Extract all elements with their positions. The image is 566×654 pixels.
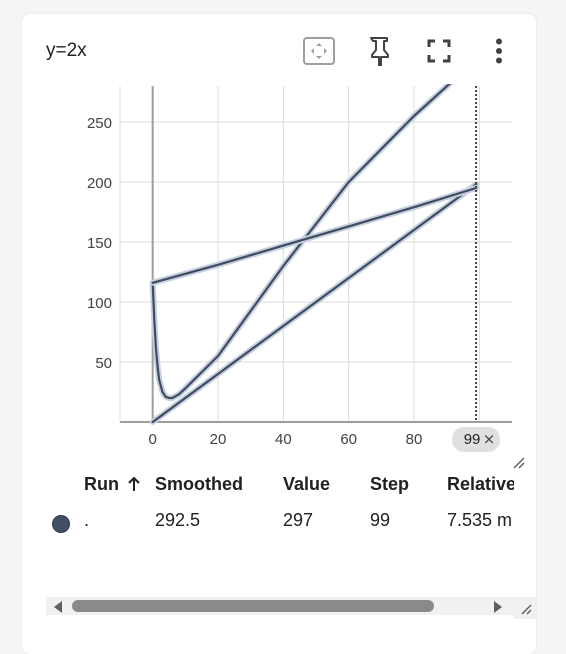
hover-step-chip — [452, 427, 501, 452]
y-tick-label: 150 — [87, 235, 112, 252]
x-tick-label: 80 — [406, 431, 423, 448]
cell-value: 297 — [283, 510, 314, 530]
x-tick-label: 0 — [148, 431, 156, 448]
col-value-header[interactable]: Value — [283, 474, 331, 494]
y-tick-label: 250 — [87, 115, 112, 132]
pin-icon — [368, 36, 390, 66]
horizontal-scrollbar[interactable] — [46, 597, 514, 615]
chart-grid — [119, 86, 512, 422]
col-relative-header[interactable]: Relative — [447, 474, 514, 494]
chart-axes — [120, 86, 512, 423]
arrow-left-icon[interactable] — [54, 601, 62, 613]
col-run-header[interactable]: Run — [84, 474, 141, 495]
series-line — [151, 183, 478, 424]
close-icon: × — [483, 430, 496, 448]
resize-icon[interactable] — [514, 597, 536, 619]
fullscreen-icon — [427, 39, 451, 63]
card-toolbar — [300, 34, 518, 68]
pin-button[interactable] — [360, 34, 398, 68]
y-tick-label: 50 — [95, 355, 112, 372]
cell-run: . — [84, 510, 90, 530]
cell-step: 99 — [370, 510, 391, 530]
scalar-card: y=2x — [22, 14, 536, 654]
arrow-up-icon — [128, 476, 140, 491]
more-vert-icon — [495, 38, 503, 64]
fullscreen-button[interactable] — [420, 34, 458, 68]
arrow-right-icon[interactable] — [494, 601, 502, 613]
chart-series — [149, 84, 480, 425]
data-table: Run Smoothed Value Step Relative . 292.5… — [22, 474, 514, 554]
series-line — [151, 84, 451, 400]
col-step-header[interactable]: Step — [370, 474, 410, 494]
run-color-swatch — [52, 515, 70, 533]
fit-to-data-button[interactable] — [300, 34, 338, 68]
more-options-button[interactable] — [480, 34, 518, 68]
card-title: y=2x — [46, 40, 87, 61]
chart-svg[interactable]: 50 100 150 200 250 0 20 40 60 80 99 × — [22, 84, 536, 464]
col-run-label: Run — [84, 474, 119, 494]
line-chart[interactable]: 50 100 150 200 250 0 20 40 60 80 99 × — [22, 84, 536, 464]
chart-ticks: 50 100 150 200 250 0 20 40 60 80 — [87, 115, 422, 448]
col-smoothed-header[interactable]: Smoothed — [155, 474, 243, 494]
hover-cursor: 99 × — [452, 86, 501, 452]
series-line — [151, 186, 478, 284]
cell-relative: 7.535 m — [447, 510, 513, 530]
y-tick-label: 200 — [87, 175, 112, 192]
y-tick-label: 100 — [87, 295, 112, 312]
cell-smoothed: 292.5 — [155, 510, 201, 530]
x-tick-label: 20 — [210, 431, 227, 448]
hover-step-label: 99 — [464, 431, 481, 448]
x-tick-label: 60 — [340, 431, 357, 448]
chart-resize-handle[interactable] — [510, 454, 526, 470]
scrollbar-thumb[interactable] — [72, 600, 434, 612]
x-tick-label: 40 — [275, 431, 292, 448]
fit-to-data-icon — [302, 36, 336, 66]
